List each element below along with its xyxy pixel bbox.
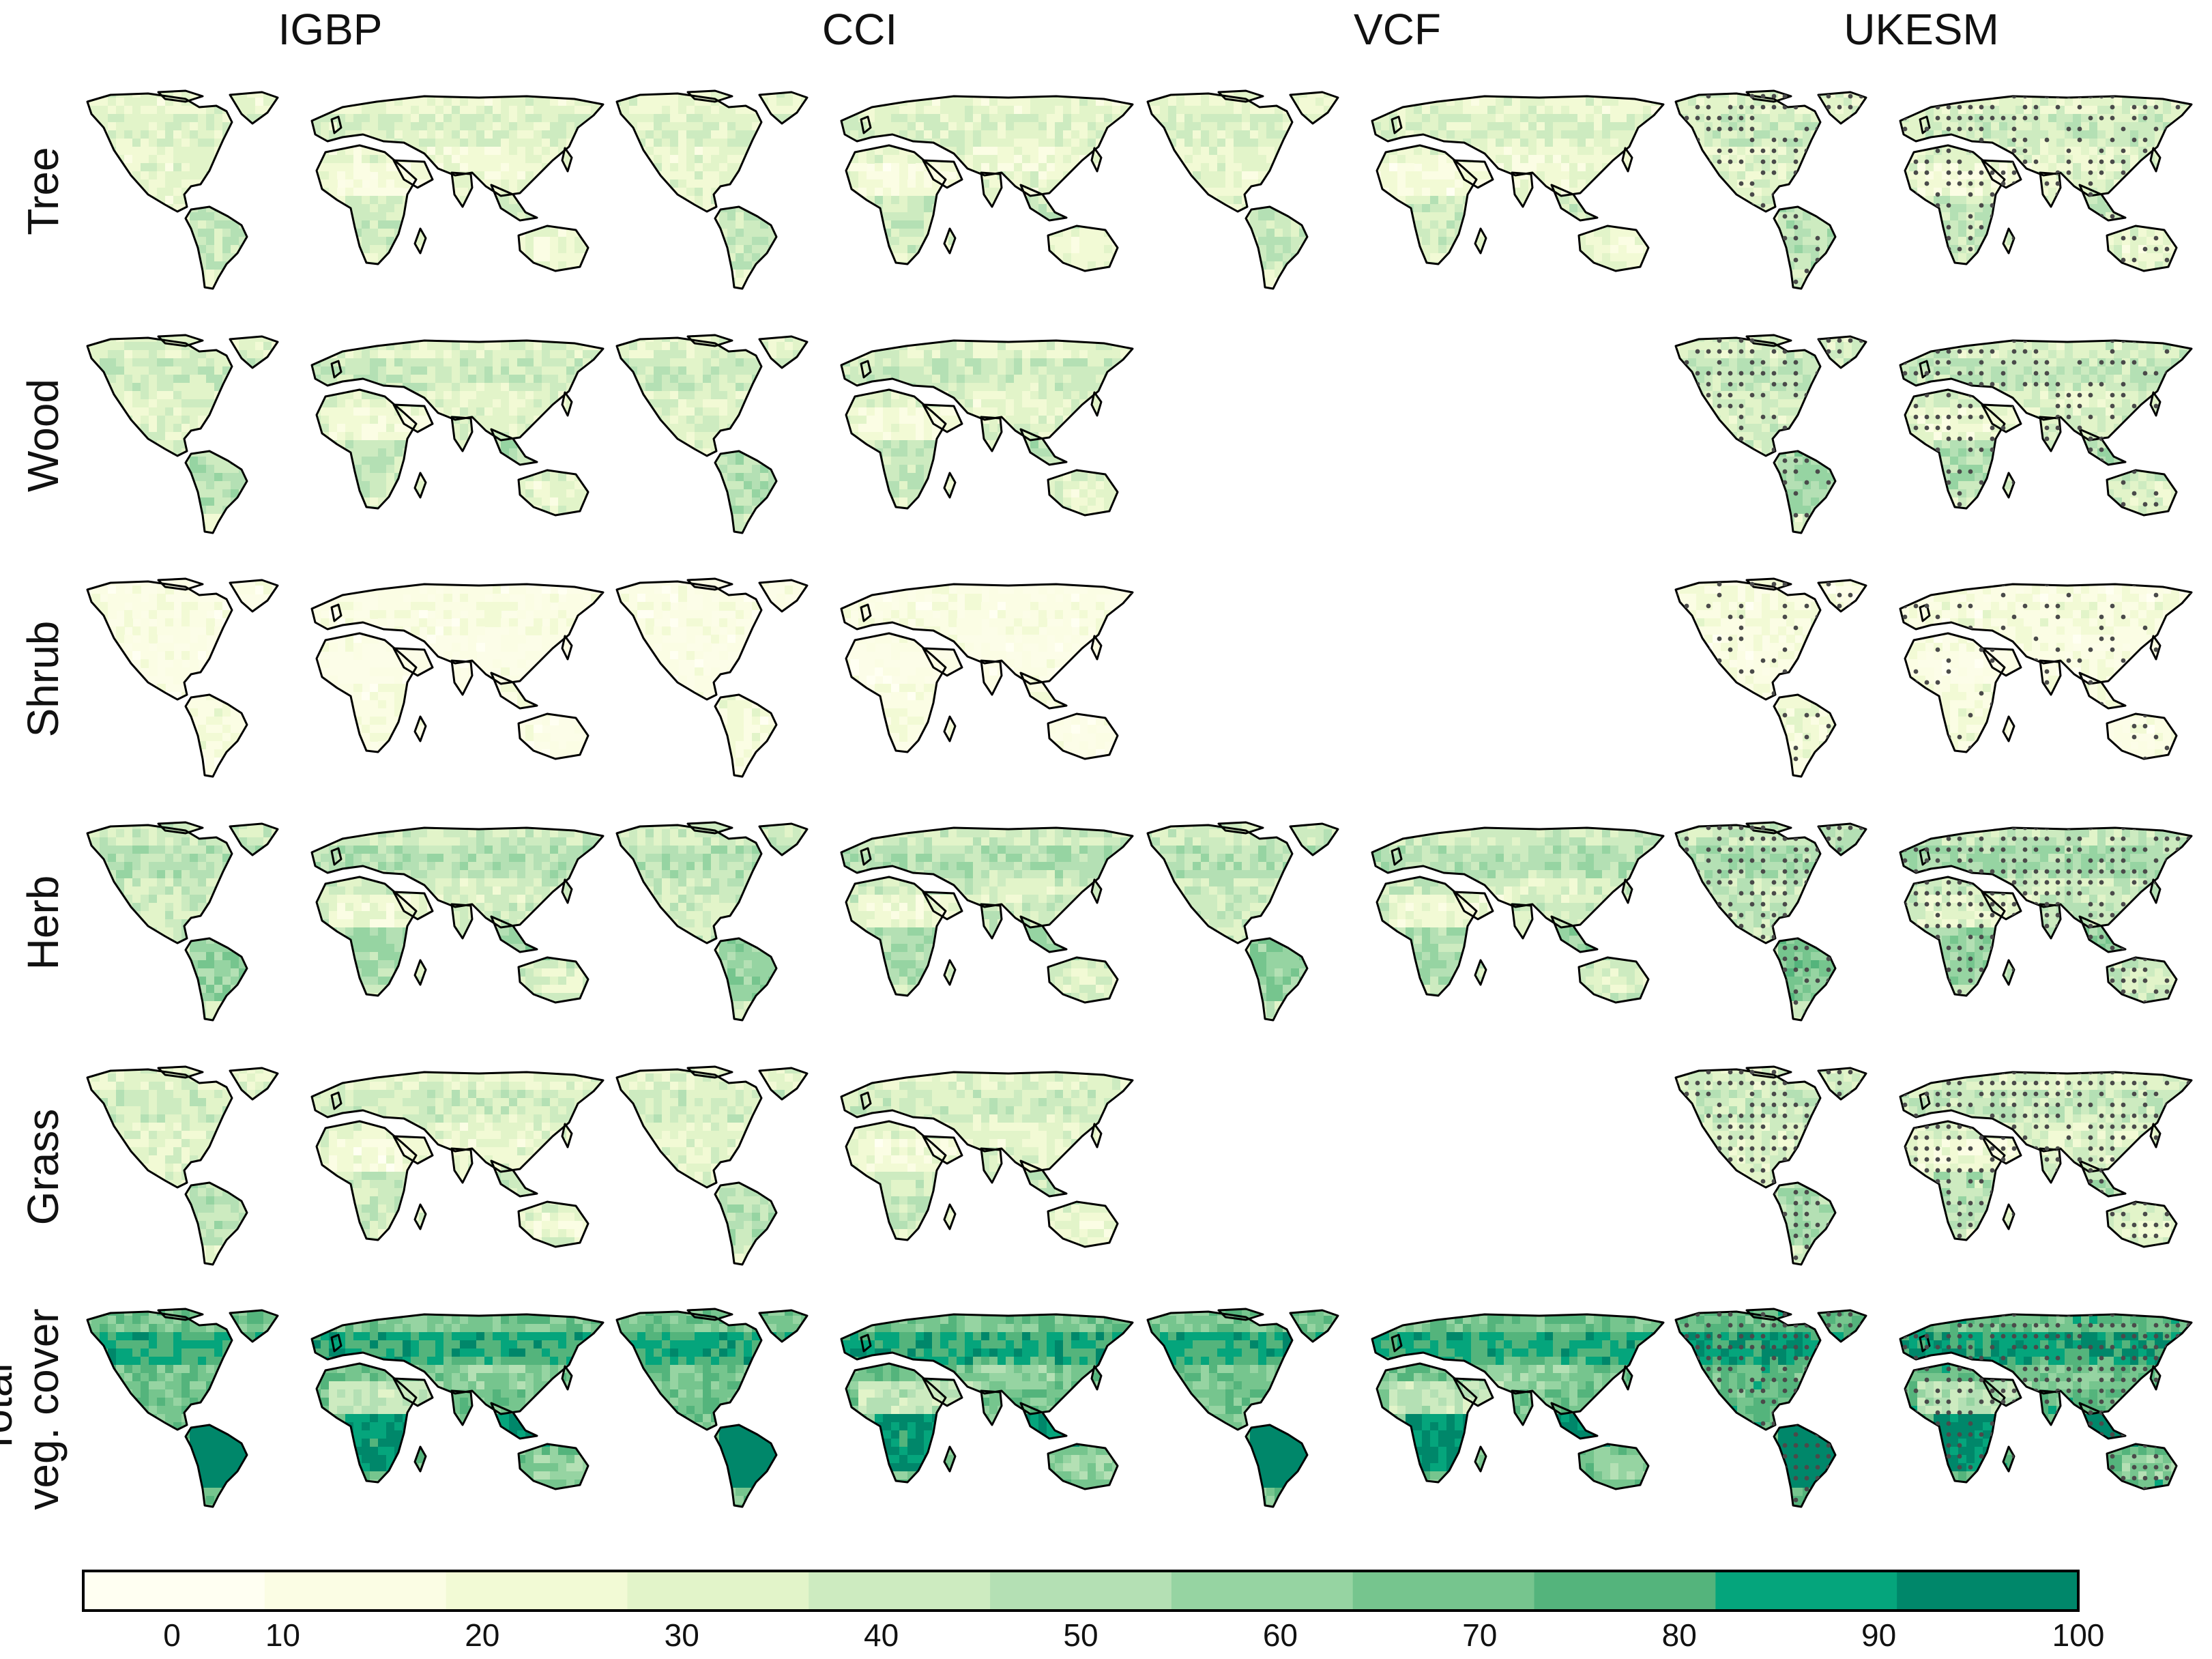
map-herb-igbp [86,821,605,1022]
map-tree-ukesm [1674,89,2193,290]
map-total-veg-cover-igbp [86,1308,605,1508]
colorbar-frame [82,1570,2080,1612]
column-header-vcf: VCF [1354,5,1441,54]
row-label-grass: Grass [18,1109,68,1226]
map-total-veg-cover-cci [615,1308,1134,1508]
column-header-cci: CCI [822,5,897,54]
map-tree-igbp [86,89,605,290]
map-total-veg-cover-ukesm [1674,1308,2193,1508]
map-grass-ukesm [1674,1065,2193,1266]
colorbar-cell [264,1571,447,1611]
colorbar-cell [809,1571,991,1611]
map-shrub-cci [615,577,1134,778]
colorbar-cell [1352,1571,1535,1611]
map-grass-igbp [86,1065,605,1266]
colorbar-tick-label: 20 [465,1617,499,1653]
colorbar: 0 10 20 30 40 50 60 70 80 90 100 [82,1570,2104,1653]
colorbar-tick-label: 0 [163,1617,181,1653]
colorbar-cell [1715,1571,1898,1611]
colorbar-tick-label: 30 [665,1617,699,1653]
map-wood-igbp [86,334,605,534]
row-label-line: Grass [18,1109,68,1226]
colorbar-tick-label: 70 [1462,1617,1497,1653]
colorbar-tick-label: 60 [1263,1617,1298,1653]
row-label-line: Herb [18,876,68,970]
column-headers: IGBP CCI VCF UKESM [278,5,1999,54]
colorbar-tick-label: 50 [1063,1617,1098,1653]
row-label-line: Total [0,1363,21,1455]
colorbar-cell [446,1571,628,1611]
row-label-line: Tree [18,147,68,235]
map-shrub-igbp [86,577,605,778]
column-header-ukesm: UKESM [1844,5,1999,54]
colorbar-cell [1534,1571,1717,1611]
map-wood-cci [615,334,1134,534]
map-tree-cci [615,89,1134,290]
colorbar-tick-label: 100 [2052,1617,2105,1653]
colorbar-cell [990,1571,1172,1611]
row-label-line: Shrub [18,621,68,738]
row-label-shrub: Shrub [18,621,68,738]
row-label-wood: Wood [18,379,68,492]
map-herb-cci [615,821,1134,1022]
row-label-line: veg. cover [18,1308,68,1510]
map-tree-vcf [1146,89,1665,290]
colorbar-tick-label: 10 [265,1617,300,1653]
colorbar-cell [1171,1571,1354,1611]
colorbar-cell [1897,1571,2079,1611]
map-herb-ukesm [1674,821,2193,1022]
colorbar-tick-label: 80 [1662,1617,1697,1653]
colorbar-cells [83,1571,2079,1611]
colorbar-tick-labels: 0 10 20 30 40 50 60 70 80 90 100 [163,1617,2104,1653]
map-shrub-ukesm [1674,577,2193,778]
map-total-veg-cover-vcf [1146,1308,1665,1508]
colorbar-tick-label: 90 [1861,1617,1896,1653]
row-label-tree: Tree [18,147,68,235]
map-panels [86,89,2193,1508]
colorbar-cell [83,1571,265,1611]
colorbar-tick-label: 40 [864,1617,899,1653]
colorbar-cell [627,1571,810,1611]
map-grass-cci [615,1065,1134,1266]
map-herb-vcf [1146,821,1665,1022]
column-header-igbp: IGBP [278,5,383,54]
row-label-line: Wood [18,379,68,492]
map-wood-ukesm [1674,334,2193,534]
row-label-herb: Herb [18,876,68,970]
